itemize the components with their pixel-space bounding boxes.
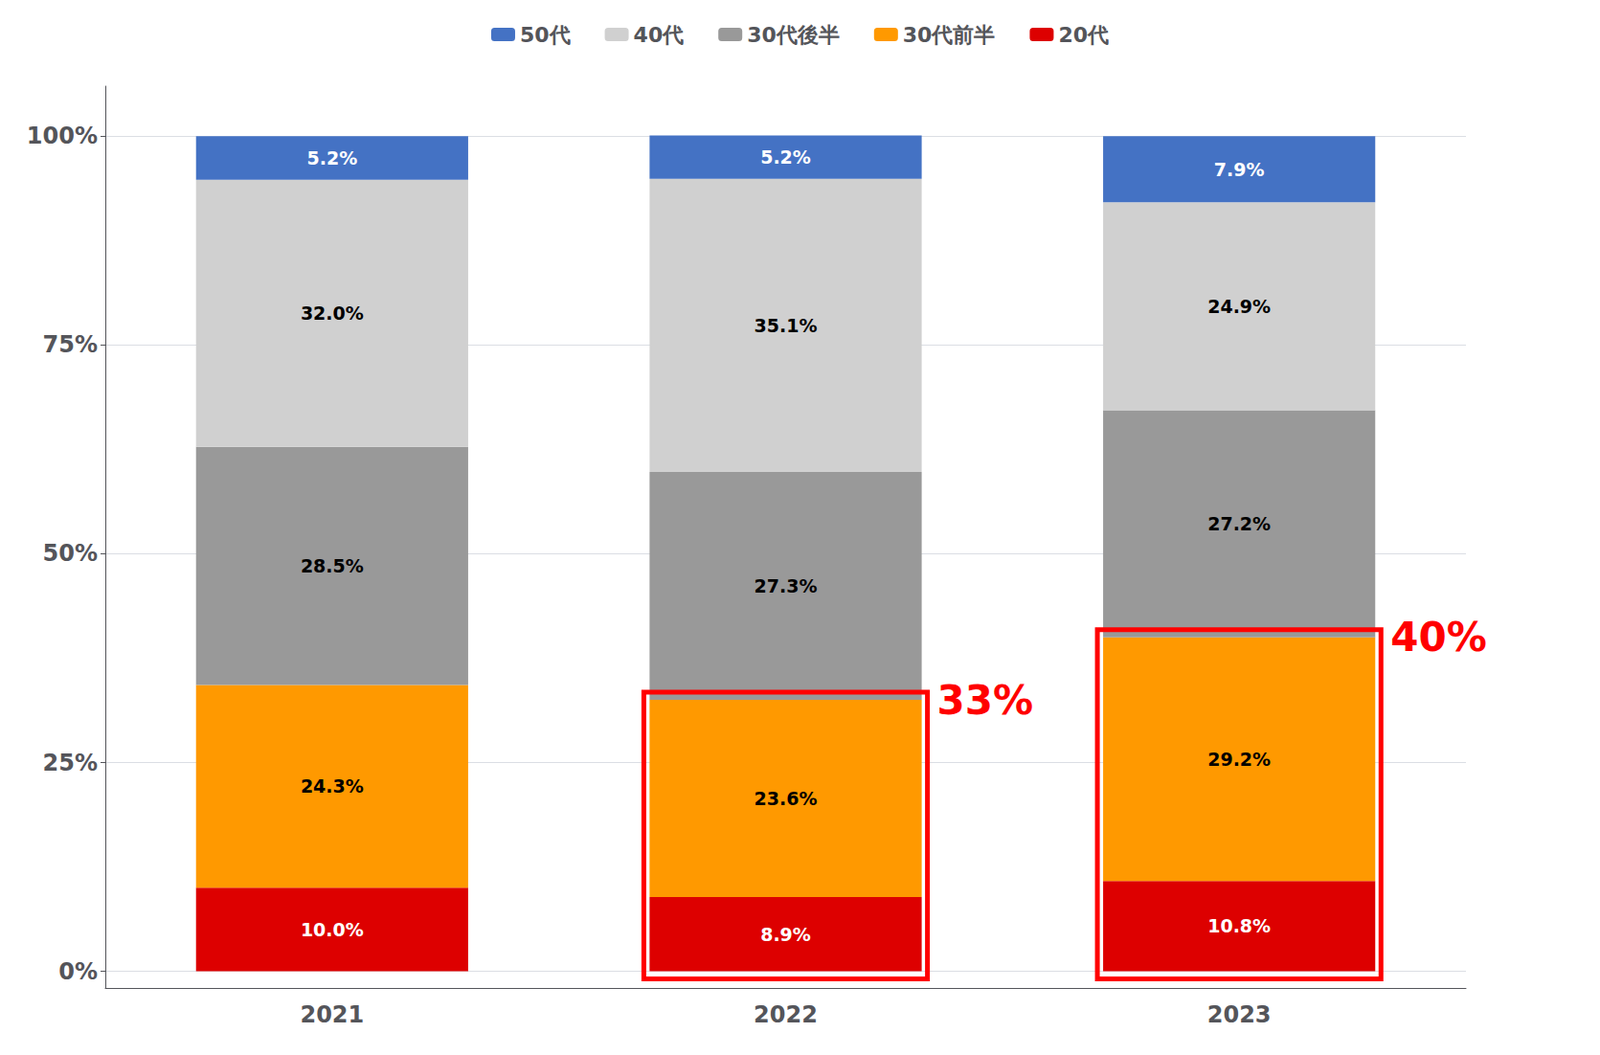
svg-text:8.9%: 8.9% xyxy=(760,923,812,946)
svg-text:27.2%: 27.2% xyxy=(1207,513,1271,535)
svg-text:30代後半: 30代後半 xyxy=(746,22,840,47)
svg-text:40代: 40代 xyxy=(633,22,685,47)
svg-text:50代: 50代 xyxy=(519,22,571,47)
svg-text:24.9%: 24.9% xyxy=(1207,295,1271,317)
svg-text:28.5%: 28.5% xyxy=(300,555,364,577)
svg-text:5.2%: 5.2% xyxy=(760,146,812,168)
svg-text:100%: 100% xyxy=(26,122,98,150)
svg-text:7.9%: 7.9% xyxy=(1214,158,1265,181)
svg-text:75%: 75% xyxy=(43,331,98,359)
svg-text:2022: 2022 xyxy=(753,1001,818,1029)
svg-text:23.6%: 23.6% xyxy=(754,788,818,810)
svg-text:27.3%: 27.3% xyxy=(754,575,818,597)
svg-text:33%: 33% xyxy=(937,676,1035,724)
svg-text:35.1%: 35.1% xyxy=(754,315,818,337)
svg-text:5.2%: 5.2% xyxy=(306,147,358,169)
svg-text:10.8%: 10.8% xyxy=(1207,915,1271,937)
svg-text:20代: 20代 xyxy=(1058,22,1109,47)
svg-text:30代前半: 30代前半 xyxy=(902,22,996,47)
svg-text:25%: 25% xyxy=(43,749,98,777)
svg-text:32.0%: 32.0% xyxy=(300,302,364,324)
svg-text:50%: 50% xyxy=(43,540,98,567)
svg-text:29.2%: 29.2% xyxy=(1207,748,1271,770)
svg-text:0%: 0% xyxy=(58,958,98,986)
svg-text:2023: 2023 xyxy=(1207,1001,1272,1029)
svg-text:40%: 40% xyxy=(1390,613,1488,661)
svg-text:10.0%: 10.0% xyxy=(300,919,364,941)
svg-text:24.3%: 24.3% xyxy=(300,775,364,797)
svg-text:2021: 2021 xyxy=(299,1001,364,1029)
